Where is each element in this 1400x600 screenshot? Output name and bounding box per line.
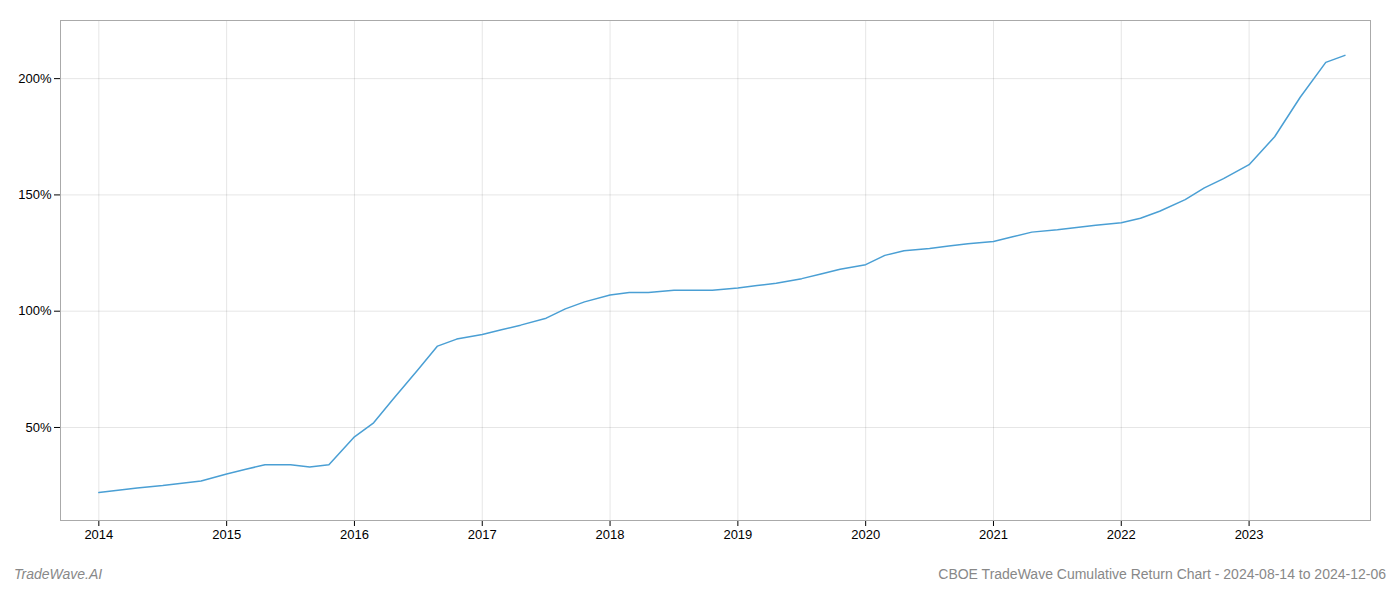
svg-text:2023: 2023 — [1235, 527, 1264, 542]
svg-text:2019: 2019 — [723, 527, 752, 542]
svg-text:2017: 2017 — [468, 527, 497, 542]
svg-text:50%: 50% — [25, 420, 51, 435]
svg-text:200%: 200% — [18, 71, 52, 86]
svg-text:2021: 2021 — [979, 527, 1008, 542]
svg-text:100%: 100% — [18, 303, 52, 318]
svg-text:2018: 2018 — [596, 527, 625, 542]
svg-text:2020: 2020 — [851, 527, 880, 542]
svg-text:2015: 2015 — [212, 527, 241, 542]
html-text:TradeWave.AI: TradeWave.AI — [14, 566, 103, 582]
svg-text:2022: 2022 — [1107, 527, 1136, 542]
svg-text:2016: 2016 — [340, 527, 369, 542]
svg-text:2014: 2014 — [84, 527, 113, 542]
svg-text:150%: 150% — [18, 187, 52, 202]
html-text:CBOE TradeWave Cumulative Retu: CBOE TradeWave Cumulative Return Chart -… — [938, 566, 1386, 582]
